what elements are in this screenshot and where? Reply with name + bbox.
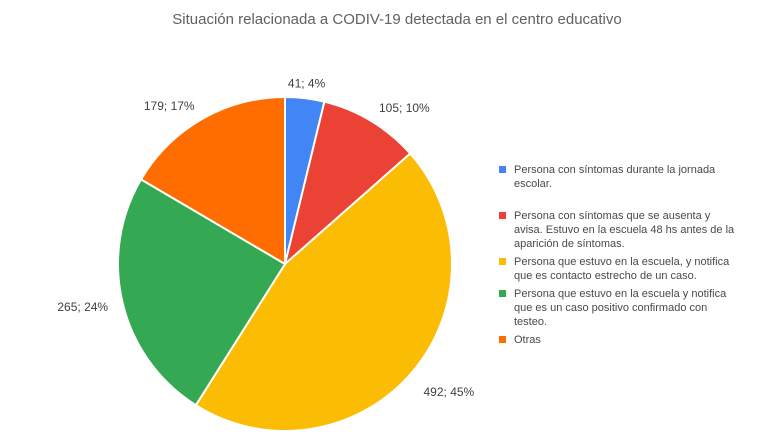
legend-item-label: Persona que estuvo en la escuela y notif… xyxy=(514,288,727,328)
pie-slice-4 xyxy=(140,96,286,265)
pie-slice-3 xyxy=(117,178,286,407)
pie-slice-label-3: 265; 24% xyxy=(57,300,108,314)
pie-slice-1 xyxy=(284,100,412,265)
pie-slice-label-2: 492; 45% xyxy=(424,385,475,399)
legend-item-2: Persona que estuvo en la escuela, y noti… xyxy=(499,255,744,283)
legend-swatch-icon xyxy=(499,290,506,297)
pie-slice-label-1: 105; 10% xyxy=(379,101,430,115)
pie-slice-label-4: 179; 17% xyxy=(144,99,195,113)
pie-slice-2 xyxy=(194,152,453,432)
legend-item-0: Persona con síntomas durante la jornada … xyxy=(499,163,744,191)
legend-swatch-icon xyxy=(499,336,506,343)
legend-item-label: Persona con síntomas que se ausenta y av… xyxy=(514,210,735,250)
legend-item-1: Persona con síntomas que se ausenta y av… xyxy=(499,209,744,251)
pie-slice-label-0: 41; 4% xyxy=(288,76,326,90)
legend-item-label: Otras xyxy=(514,334,541,346)
legend-item-4: Otras xyxy=(499,333,744,347)
legend-item-3: Persona que estuvo en la escuela y notif… xyxy=(499,287,744,329)
chart-legend: Persona con síntomas durante la jornada … xyxy=(499,163,744,351)
legend-item-label: Persona que estuvo en la escuela, y noti… xyxy=(514,256,730,282)
legend-item-label: Persona con síntomas durante la jornada … xyxy=(514,164,716,190)
legend-swatch-icon xyxy=(499,258,506,265)
legend-swatch-icon xyxy=(499,212,506,219)
chart-title: Situación relacionada a CODIV-19 detecta… xyxy=(172,11,622,28)
legend-swatch-icon xyxy=(499,166,506,173)
